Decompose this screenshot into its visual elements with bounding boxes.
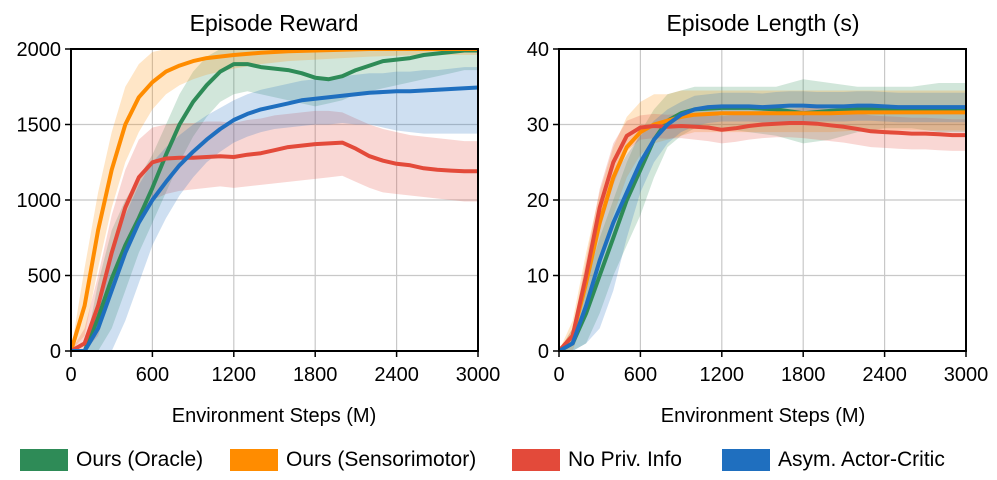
legend-swatch-sensorimotor	[230, 449, 278, 471]
y-tick-label-reward: 2000	[17, 39, 62, 61]
legend-label-oracle: Ours (Oracle)	[76, 448, 204, 471]
plot-area-length	[559, 79, 966, 351]
legend-label-asym-actor-critic: Asym. Actor-Critic	[778, 448, 945, 471]
legend-label-sensorimotor: Ours (Sensorimotor)	[286, 448, 477, 471]
band-ours-sensorimotor-length	[559, 90, 966, 351]
legend-swatch-oracle	[20, 449, 68, 471]
series-line-asym-actor-critic-reward	[71, 85, 478, 351]
y-tick-label-reward: 500	[28, 266, 61, 288]
legend-item-sensorimotor: Ours (Sensorimotor)	[230, 448, 476, 472]
x-tick-label-reward: 600	[136, 364, 169, 386]
series-line-ours-sensorimotor-length	[559, 110, 966, 351]
x-axis-label-length: Environment Steps (M)	[661, 405, 866, 427]
legend-item-asym-actor-critic: Asym. Actor-Critic	[722, 448, 945, 472]
legend-item-oracle: Ours (Oracle)	[20, 448, 203, 472]
y-tick-label-reward: 1000	[17, 190, 62, 212]
length-chart: Episode Length (s) Environment Steps (M)…	[527, 10, 989, 427]
legend-item-no-priv-info: No Priv. Info	[512, 448, 682, 472]
x-tick-label-reward: 0	[65, 364, 76, 386]
x-tick-label-reward: 2400	[374, 364, 419, 386]
x-tick-label-length: 3000	[944, 364, 989, 386]
x-tick-label-reward: 1200	[212, 364, 257, 386]
x-tick-label-reward: 3000	[456, 364, 501, 386]
series-line-ours-oracle-reward	[71, 49, 478, 351]
y-tick-label-length: 30	[527, 115, 549, 137]
band-asym-actor-critic-length	[559, 91, 966, 351]
x-tick-label-length: 600	[624, 364, 657, 386]
series-line-no-priv-info-reward	[71, 140, 478, 351]
y-tick-label-reward: 1500	[17, 115, 62, 137]
legend-label-no-priv-info: No Priv. Info	[568, 448, 682, 471]
x-axis-label-reward: Environment Steps (M)	[172, 405, 377, 427]
band-asym-actor-critic-reward	[71, 67, 478, 351]
legend-swatch-asym-actor-critic	[722, 449, 770, 471]
y-tick-label-length: 40	[527, 39, 549, 61]
chart-title-reward: Episode Reward	[190, 10, 359, 36]
x-tick-label-reward: 1800	[293, 364, 338, 386]
y-tick-label-length: 10	[527, 266, 549, 288]
band-ours-oracle-reward	[71, 49, 478, 351]
x-tick-label-length: 1200	[700, 364, 745, 386]
y-tick-label-length: 0	[538, 341, 549, 363]
chart-title-length: Episode Length (s)	[666, 10, 859, 36]
series-line-no-priv-info-length	[559, 121, 966, 351]
y-tick-label-length: 20	[527, 190, 549, 212]
series-line-ours-sensorimotor-reward	[71, 49, 478, 351]
x-tick-label-length: 2400	[862, 364, 907, 386]
series-line-asym-actor-critic-length	[559, 103, 966, 351]
reward-chart: Episode Reward Environment Steps (M) 0 60…	[17, 10, 501, 427]
y-tick-label-reward: 0	[50, 341, 61, 363]
x-tick-label-length: 0	[553, 364, 564, 386]
legend-swatch-no-priv-info	[512, 449, 560, 471]
x-tick-label-length: 1800	[781, 364, 826, 386]
band-ours-oracle-length	[559, 79, 966, 351]
legend: Ours (Oracle) Ours (Sensorimotor) No Pri…	[0, 440, 997, 480]
plot-area-reward	[71, 49, 478, 351]
